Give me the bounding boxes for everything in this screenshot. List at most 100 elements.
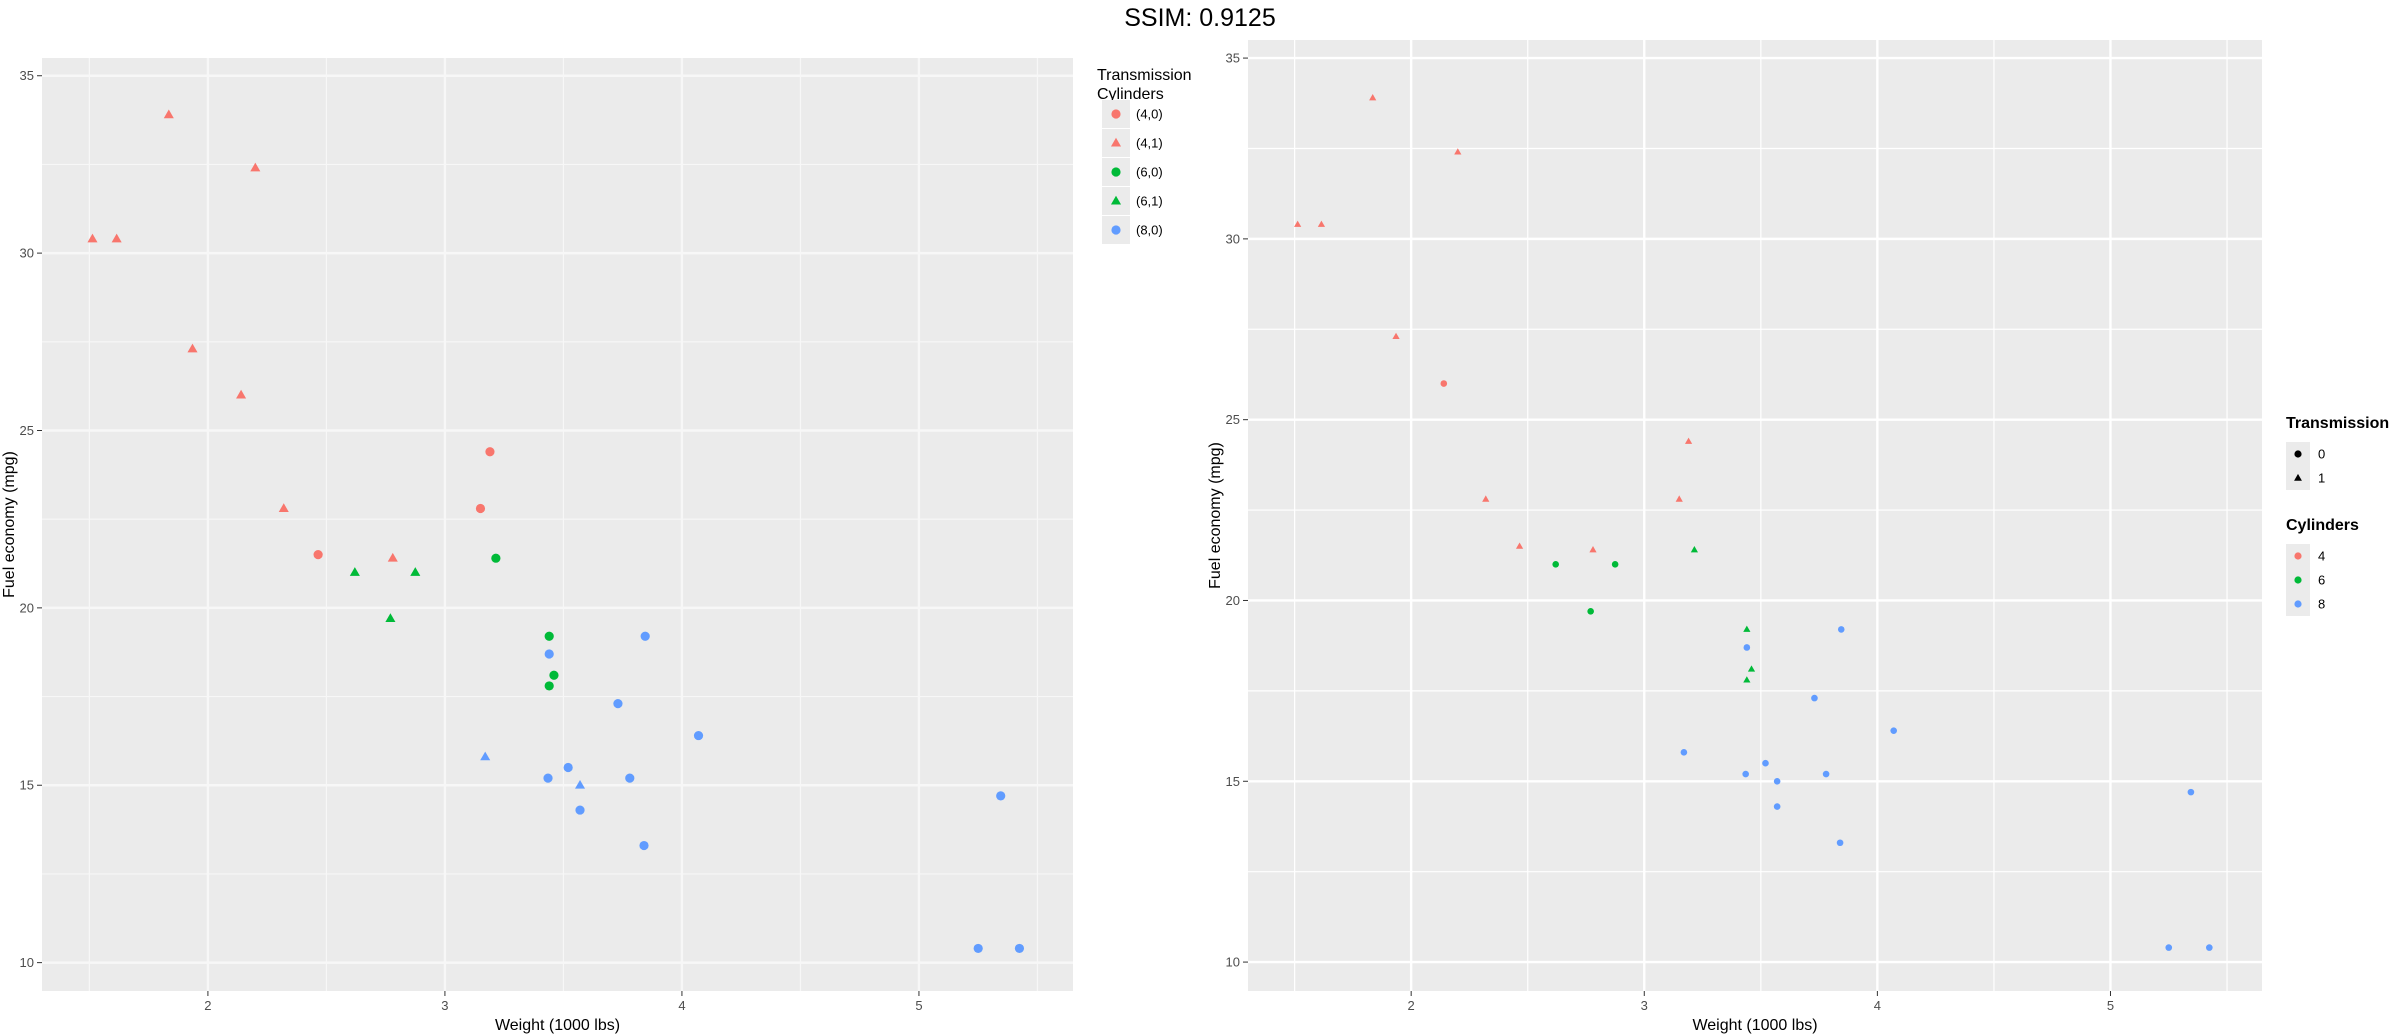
data-point [1742,770,1749,778]
data-point [563,762,573,773]
data-point [1811,694,1818,702]
legend-label: 0 [2318,447,2325,462]
y-tick-label: 15 [20,778,34,793]
data-point [2165,944,2173,951]
y-tick-label: 20 [1226,593,1240,608]
data-point [693,730,704,741]
y-tick-label: 15 [1226,774,1240,789]
legend-label: (8,0) [1136,223,1163,238]
legend-title: Transmission [1097,67,1192,84]
y-tick-label: 30 [20,246,34,261]
y-tick-label: 10 [20,955,34,970]
data-point [1773,803,1781,810]
legend-title: Cylinders [2286,517,2359,534]
data-point [385,613,396,622]
legend-2: Transmission 0 1 Cylinders 4 6 8 [2286,415,2389,616]
y-tick-label: 35 [1226,51,1240,66]
x-tick-label: 5 [915,998,922,1013]
legend-1: Transmission Cylinders (4,0) (4,1) (6,0) (6,1… [1097,67,1192,244]
legend-label: (6,1) [1136,194,1163,209]
data-point [111,233,122,243]
data-point [640,631,650,641]
data-point [1773,777,1781,785]
data-point [1587,608,1594,615]
data-point [250,162,261,172]
y-axis-title: Fuel economy (mpg) [1207,442,1224,589]
legend-symbol [1111,225,1121,235]
chart-1: 2 3 4 5 10 15 20 25 30 35 Weight (1000 lbs) Fuel ec… [1,58,1073,1034]
legend-symbol [1110,137,1122,147]
page-title: SSIM: 0.9125 [1124,4,1276,32]
y-axis-title: Fuel economy (mpg) [1,451,18,598]
x-tick-label: 2 [1408,998,1415,1013]
data-point [1743,676,1751,683]
data-point [1611,561,1619,568]
data-point [996,791,1006,801]
data-point [1675,495,1683,502]
x-tick-label: 3 [1641,998,1648,1013]
data-point [1014,943,1025,954]
legend-symbol [1111,109,1121,119]
data-point [349,567,360,576]
data-point [163,109,174,119]
data-point [2187,788,2195,796]
legend-title: Transmission [2286,415,2389,432]
legend-symbol [2294,552,2302,560]
plot-panel [42,58,1073,991]
data-point [543,773,553,783]
data-point [1743,625,1751,632]
plot-panel [1248,40,2262,991]
legend-symbol [1110,195,1122,205]
legend-symbol [2294,473,2302,481]
data-point [973,943,983,954]
data-point [187,343,198,353]
y-tick-label: 30 [1226,231,1240,246]
y-tick-label: 25 [20,423,34,438]
data-point [1515,542,1524,549]
data-point [1552,561,1559,568]
x-tick-label: 4 [1874,998,1881,1013]
data-point [625,773,635,783]
data-point [410,567,421,576]
data-point [1317,220,1326,227]
data-point [544,681,554,691]
data-point [544,649,554,659]
data-point [1589,546,1597,553]
data-point [1890,727,1897,734]
data-point [1482,495,1490,502]
data-point [639,840,649,851]
legend-label: 1 [2318,471,2325,486]
data-point [1680,749,1688,756]
data-point [575,805,585,815]
data-point [491,553,501,563]
legend-label: (6,0) [1136,165,1163,180]
data-point [1392,332,1400,339]
data-point [485,447,495,457]
data-point [1690,546,1698,553]
data-point [313,550,323,560]
legend-label: 8 [2318,597,2325,612]
x-tick-label: 5 [2107,998,2114,1013]
legend-symbol [2294,600,2302,608]
data-point [1837,626,1845,633]
legend-label: 4 [2318,549,2325,564]
data-point [549,670,559,680]
data-point [1294,220,1302,227]
data-point [480,751,491,761]
data-point [544,631,554,641]
x-tick-label: 3 [441,998,448,1013]
x-tick-label: 4 [678,998,685,1013]
data-point [613,699,623,709]
data-point [2206,944,2213,951]
data-point [1684,437,1693,444]
legend-symbol [2294,576,2302,584]
data-point [1454,148,1462,155]
data-point [1369,94,1377,101]
x-axis-title: Weight (1000 lbs) [1692,1017,1817,1034]
y-tick-label: 20 [20,600,34,615]
x-axis-title: Weight (1000 lbs) [495,1017,620,1034]
data-point [574,779,586,789]
data-point [1762,759,1769,767]
y-tick-label: 10 [1226,955,1240,970]
